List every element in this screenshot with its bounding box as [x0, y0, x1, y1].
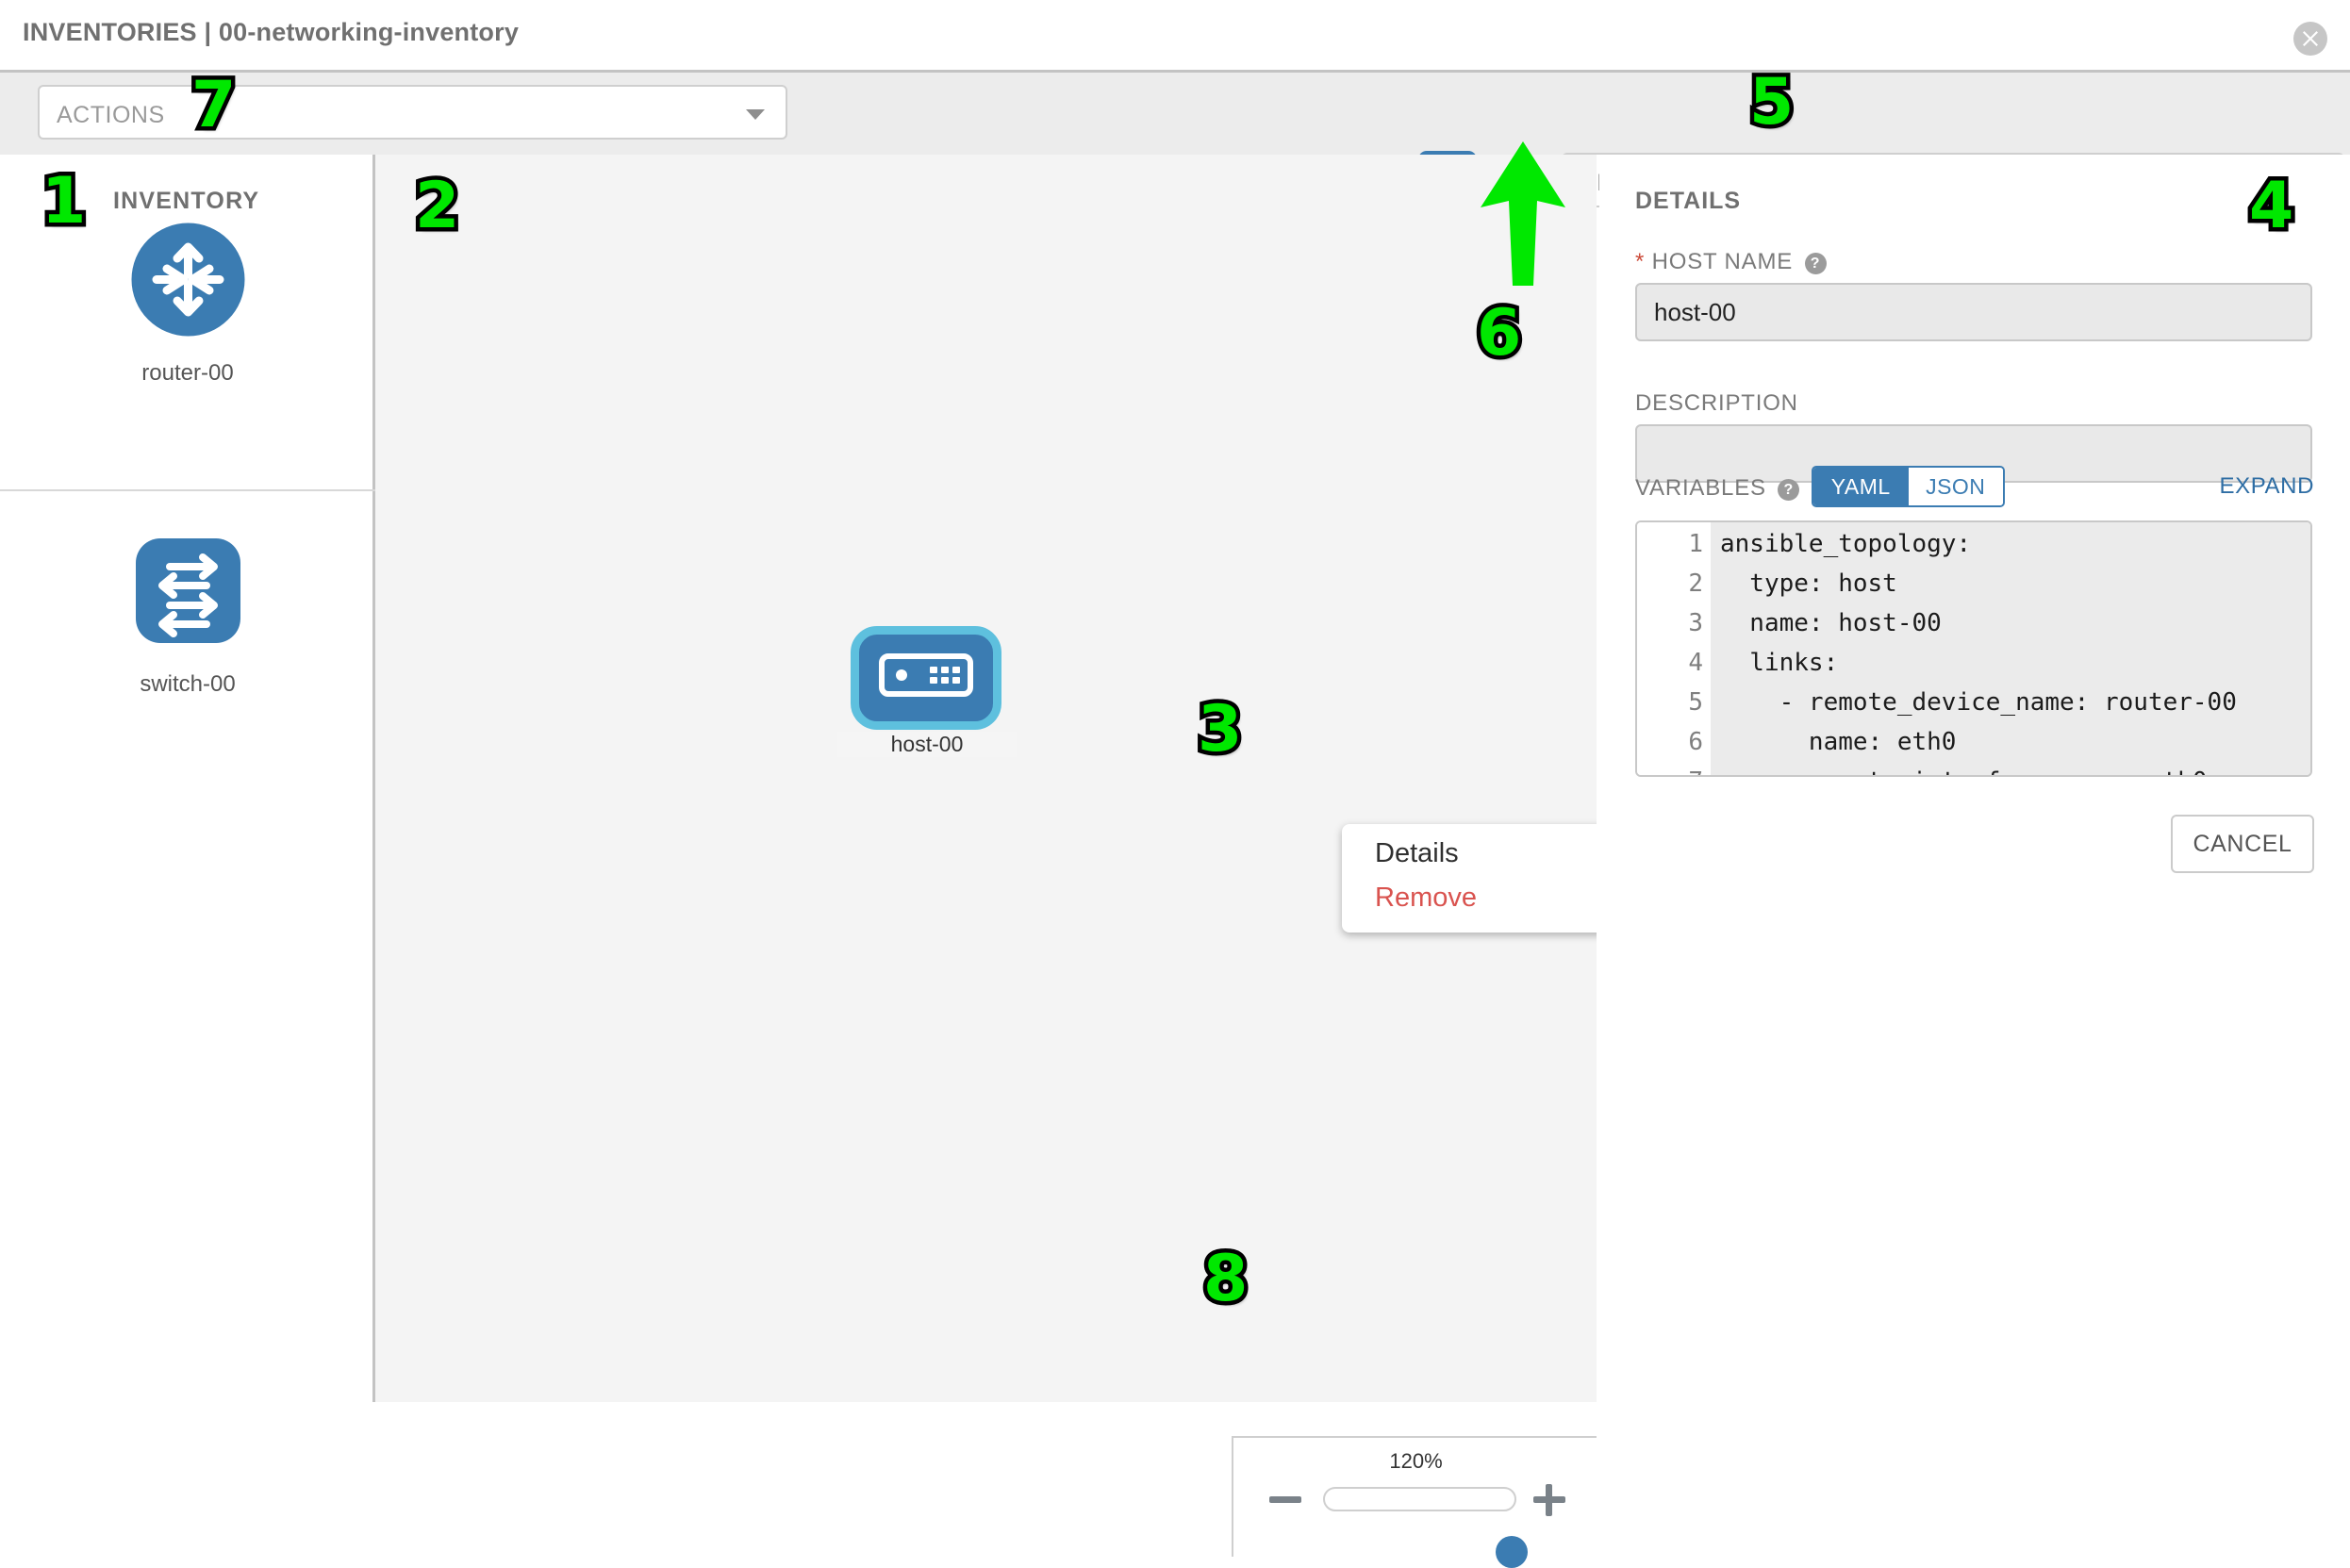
required-asterisk: *: [1635, 249, 1646, 274]
line-number: 6: [1688, 728, 1703, 756]
code-line: - remote_device_name: router-00: [1720, 688, 2237, 717]
router-icon: [115, 206, 261, 353]
variables-label: VARIABLES ?: [1635, 475, 1800, 502]
zoom-out-button[interactable]: [1269, 1496, 1301, 1503]
description-label: DESCRIPTION: [1635, 390, 1798, 416]
page-title: DETAILS: [1635, 188, 1742, 214]
code-line: links:: [1720, 649, 1839, 677]
zoom-percent-label: 120%: [1389, 1449, 1443, 1473]
server-icon[interactable]: [851, 626, 1001, 730]
zoom-slider-thumb[interactable]: [1496, 1536, 1528, 1568]
tab-yaml[interactable]: YAML: [1813, 468, 1909, 505]
switch-glyph: [135, 538, 240, 643]
variables-format-toggle[interactable]: YAML JSON: [1812, 466, 2005, 507]
details-panel: DETAILS * HOST NAME ? host-00 DESCRIPTIO…: [1599, 155, 2350, 1402]
inventory-item-switch[interactable]: switch-00: [0, 518, 375, 698]
toolbar: ACTIONS SEARCH: [0, 70, 2350, 209]
code-line: type: host: [1720, 569, 1897, 598]
help-icon[interactable]: ?: [1804, 253, 1827, 274]
inventory-item-label: switch-00: [140, 671, 236, 697]
tab-json[interactable]: JSON: [1908, 468, 2003, 505]
inventory-panel: INVENTORY router-00: [0, 155, 375, 1402]
title-bar: INVENTORIES | 00-networking-inventory: [0, 0, 2350, 70]
line-number: 4: [1688, 649, 1703, 677]
chevron-down-icon: [746, 109, 765, 120]
host-name-field[interactable]: host-00: [1635, 283, 2312, 341]
cancel-button[interactable]: CANCEL: [2171, 815, 2314, 873]
code-line: ansible_topology:: [1720, 530, 1972, 558]
line-number: 2: [1688, 569, 1703, 598]
inventory-heading: INVENTORY: [113, 188, 260, 214]
context-menu[interactable]: Details Remove: [1342, 824, 1597, 933]
main-body: INVENTORY router-00: [0, 155, 2350, 1568]
host-name-label-text: HOST NAME: [1651, 249, 1794, 274]
plus-icon: [1546, 1484, 1552, 1516]
line-number: 5: [1688, 688, 1703, 717]
variables-label-text: VARIABLES: [1635, 475, 1766, 501]
topology-canvas[interactable]: host-00 Details Remove: [375, 155, 1597, 1402]
breadcrumb: INVENTORIES | 00-networking-inventory: [23, 18, 520, 46]
help-icon[interactable]: ?: [1778, 479, 1800, 501]
line-number-gutter: 1 2 3 4 5 6 7: [1637, 522, 1711, 775]
context-menu-item-remove[interactable]: Remove: [1375, 883, 1477, 913]
close-glyph: [2303, 31, 2318, 46]
switch-icon: [115, 518, 261, 664]
variables-editor[interactable]: 1 2 3 4 5 6 7 ansible_topology: type: host nam…: [1635, 520, 2312, 777]
zoom-slider-track[interactable]: [1323, 1487, 1528, 1568]
server-glyph: [879, 653, 973, 697]
inventory-item-router[interactable]: router-00: [0, 206, 375, 387]
close-icon[interactable]: [2293, 22, 2327, 56]
code-line: remote_interface_name: eth0: [1720, 767, 2208, 775]
canvas-node-label: host-00: [837, 732, 1017, 757]
inventory-divider: [0, 489, 375, 491]
line-number: 1: [1688, 530, 1703, 558]
host-name-label: * HOST NAME ?: [1635, 249, 1827, 275]
actions-dropdown-label: ACTIONS: [57, 102, 165, 128]
actions-dropdown[interactable]: ACTIONS: [38, 85, 787, 140]
code-line: name: host-00: [1720, 609, 1942, 637]
router-glyph: [131, 223, 244, 337]
inventory-item-label: router-00: [141, 360, 234, 386]
zoom-control[interactable]: 120%: [1232, 1436, 1597, 1568]
expand-link[interactable]: EXPAND: [2219, 473, 2314, 499]
code-line: name: eth0: [1720, 728, 1957, 756]
context-menu-item-details[interactable]: Details: [1375, 838, 1459, 868]
code-content[interactable]: ansible_topology: type: host name: host-…: [1711, 522, 2310, 775]
line-number: 7: [1688, 767, 1703, 775]
canvas-node-host[interactable]: host-00: [837, 626, 1017, 757]
line-number: 3: [1688, 609, 1703, 637]
